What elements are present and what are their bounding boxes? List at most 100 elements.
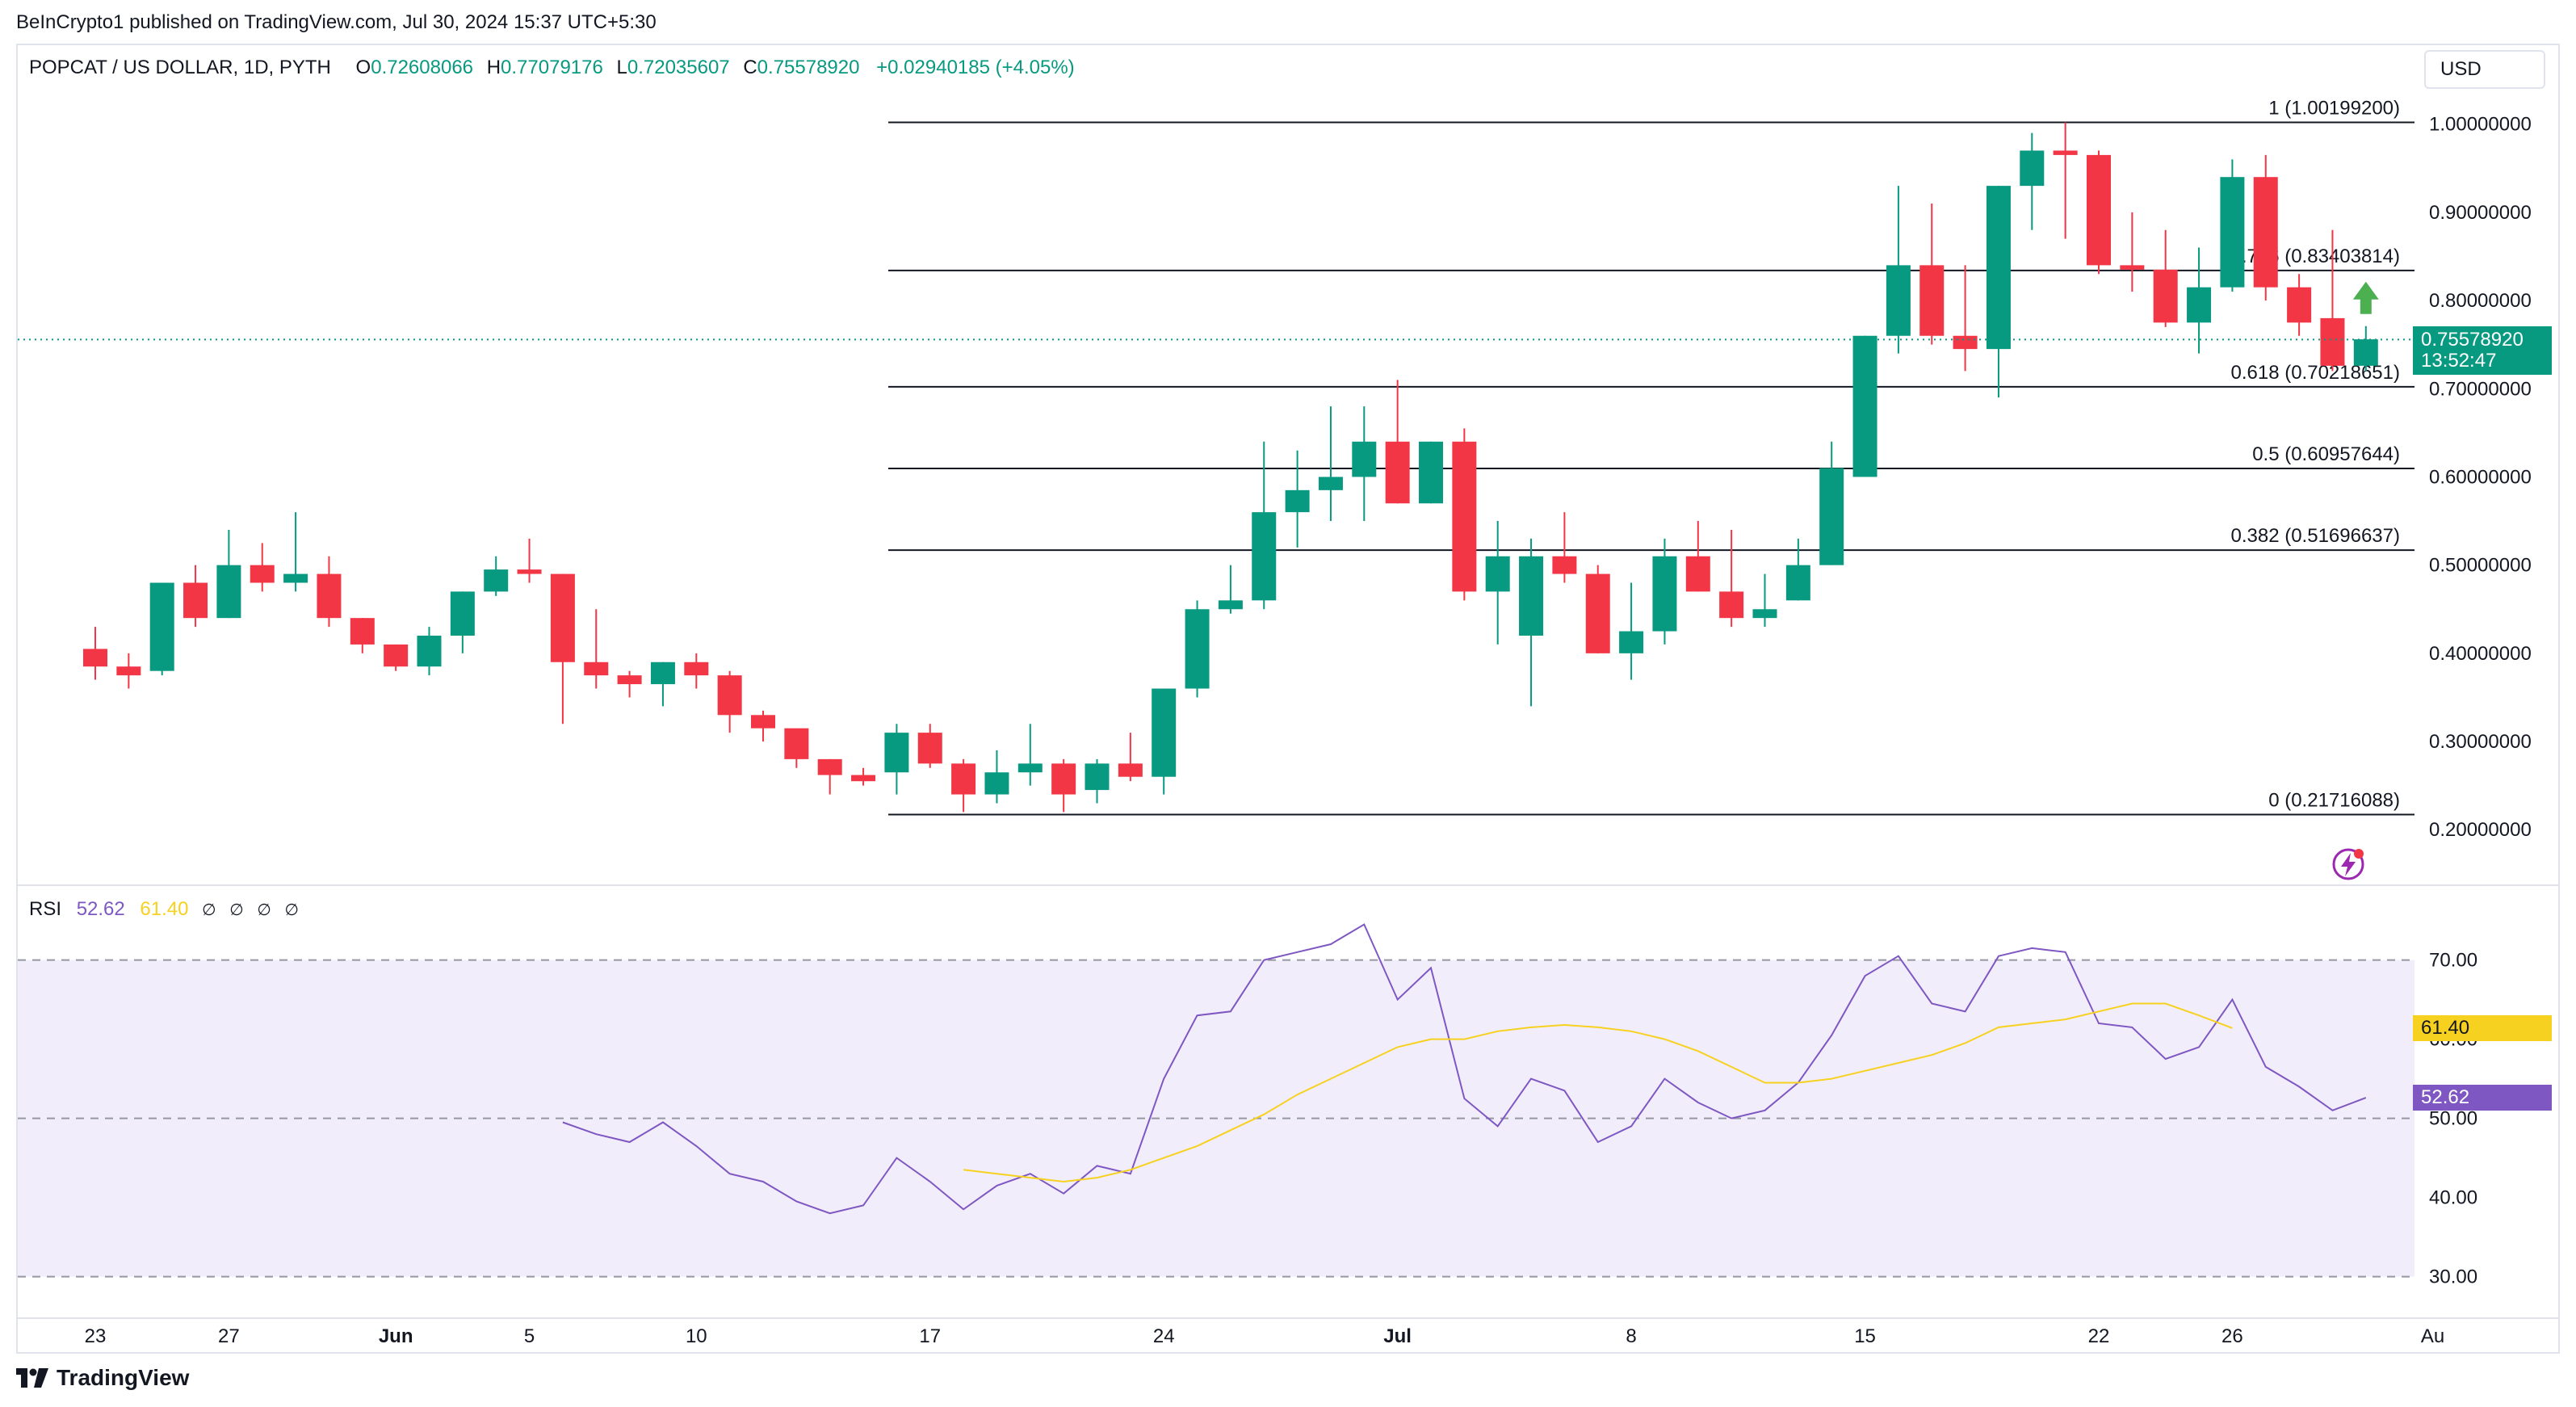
candle-body <box>216 565 241 619</box>
candle-body <box>450 591 475 636</box>
fib-level-label: 0.5 (0.60957644) <box>2252 443 2400 465</box>
symbol-legend[interactable]: POPCAT / US DOLLAR, 1D, PYTH O0.72608066… <box>29 57 1075 79</box>
alert-dot <box>2354 849 2364 859</box>
candle-body <box>650 662 675 685</box>
time-axis-label: 15 <box>1854 1325 1876 1347</box>
rsi-axis-label: 70.00 <box>2429 950 2477 972</box>
candle-body <box>2087 154 2111 266</box>
currency-selector[interactable]: USD <box>2424 50 2545 89</box>
candle-body <box>1452 441 1477 592</box>
candle-body <box>484 569 509 592</box>
candle-body <box>1919 265 1945 336</box>
candle-body <box>1285 489 1310 513</box>
rsi-legend[interactable]: RSI 52.62 61.40 ∅ ∅ ∅ ∅ <box>29 898 299 921</box>
publisher-caption: BeInCrypto1 published on TradingView.com… <box>16 11 657 33</box>
high-value: 0.77079176 <box>501 57 603 78</box>
time-axis-label: Jul <box>1383 1325 1412 1347</box>
symbol-name[interactable]: POPCAT / US DOLLAR, 1D, PYTH <box>29 57 331 78</box>
na-value-2: ∅ <box>229 901 244 919</box>
rsi-value-tag: 52.62 <box>2413 1084 2552 1111</box>
tradingview-brand[interactable]: TradingView <box>16 1365 189 1391</box>
rsi-value: 52.62 <box>76 898 125 920</box>
candle-body <box>83 649 107 667</box>
candle-body <box>317 573 342 619</box>
candle-body <box>717 675 742 716</box>
na-value-4: ∅ <box>284 901 299 919</box>
candle-body <box>1652 556 1677 632</box>
fib-level-label: 0 (0.21716088) <box>2268 790 2400 812</box>
price-axis-label: 1.00000000 <box>2429 114 2532 136</box>
price-axis-label: 0.20000000 <box>2429 819 2532 841</box>
price-axis-label: 0.70000000 <box>2429 378 2532 400</box>
tradingview-logo-icon <box>16 1368 48 1388</box>
candle-body <box>2020 150 2045 187</box>
low-label: L <box>616 57 627 78</box>
fib-level-label: 0.382 (0.51696637) <box>2230 525 2400 547</box>
candle-body <box>1017 763 1043 773</box>
lightning-bolt-shape <box>2341 853 2356 876</box>
time-axis-label: 5 <box>524 1325 535 1347</box>
candle-body <box>417 636 442 667</box>
candle-body <box>1785 565 1810 601</box>
candle-body <box>2287 287 2312 323</box>
open-value: 0.72608066 <box>371 57 474 78</box>
close-value: 0.75578920 <box>757 57 860 78</box>
time-axis-label: 27 <box>218 1325 240 1347</box>
up-arrow-icon <box>2352 281 2379 314</box>
time-axis-label: 26 <box>2221 1325 2243 1347</box>
candle-body <box>884 733 909 773</box>
price-axis-label: 0.60000000 <box>2429 466 2532 488</box>
last-price-value: 0.75578920 <box>2421 329 2524 351</box>
candle-body <box>1485 556 1510 592</box>
candle-body <box>2053 150 2078 155</box>
candle-body <box>1585 573 1610 653</box>
bar-countdown: 13:52:47 <box>2421 350 2497 372</box>
candle-body <box>1352 441 1377 477</box>
time-axis-label: Au <box>2421 1325 2444 1347</box>
candle-body <box>2353 339 2378 366</box>
time-axis-label: Jun <box>379 1325 413 1347</box>
price-axis-label: 0.50000000 <box>2429 555 2532 577</box>
candle-body <box>851 775 876 782</box>
fib-level-label: 1 (1.00199200) <box>2268 98 2400 120</box>
candle-body <box>751 715 775 729</box>
time-axis-label: 24 <box>1153 1325 1175 1347</box>
price-axis-label: 0.90000000 <box>2429 202 2532 224</box>
candle-body <box>1519 556 1544 636</box>
low-value: 0.72035607 <box>627 57 730 78</box>
candle-body <box>1619 631 1644 653</box>
candle-body <box>350 618 375 645</box>
candle-body <box>116 666 141 676</box>
candle-body <box>517 569 542 574</box>
candle-body <box>183 582 208 619</box>
candle-body <box>1419 441 1443 504</box>
close-label: C <box>743 57 757 78</box>
candle-body <box>684 662 709 676</box>
candle-body <box>1252 512 1277 601</box>
time-axis-label: 8 <box>1626 1325 1636 1347</box>
candle-body <box>584 662 609 676</box>
candle-body <box>149 582 174 671</box>
candle-body <box>283 573 308 583</box>
candle-body <box>951 763 976 795</box>
rsi-line <box>562 923 2367 1215</box>
rsi-name[interactable]: RSI <box>29 898 62 920</box>
rsi-axis-label: 30.00 <box>2429 1266 2477 1288</box>
price-axis-label: 0.80000000 <box>2429 290 2532 312</box>
time-axis-label: 17 <box>919 1325 941 1347</box>
price-axis-label: 0.40000000 <box>2429 643 2532 665</box>
candle-body <box>2253 177 2278 288</box>
high-label: H <box>486 57 501 78</box>
rsi-axis-label: 40.00 <box>2429 1187 2477 1209</box>
open-label: O <box>355 57 371 78</box>
rsi-ma-line <box>963 1002 2233 1183</box>
candle-body <box>1218 600 1243 610</box>
last-price-tag: 0.75578920 13:52:47 <box>2413 326 2552 376</box>
candle-body <box>1986 186 2011 350</box>
candle-body <box>917 733 942 764</box>
na-value-1: ∅ <box>202 901 216 919</box>
candle-body <box>817 758 842 775</box>
candle-body <box>2320 317 2345 366</box>
chart-frame <box>16 44 2560 1354</box>
